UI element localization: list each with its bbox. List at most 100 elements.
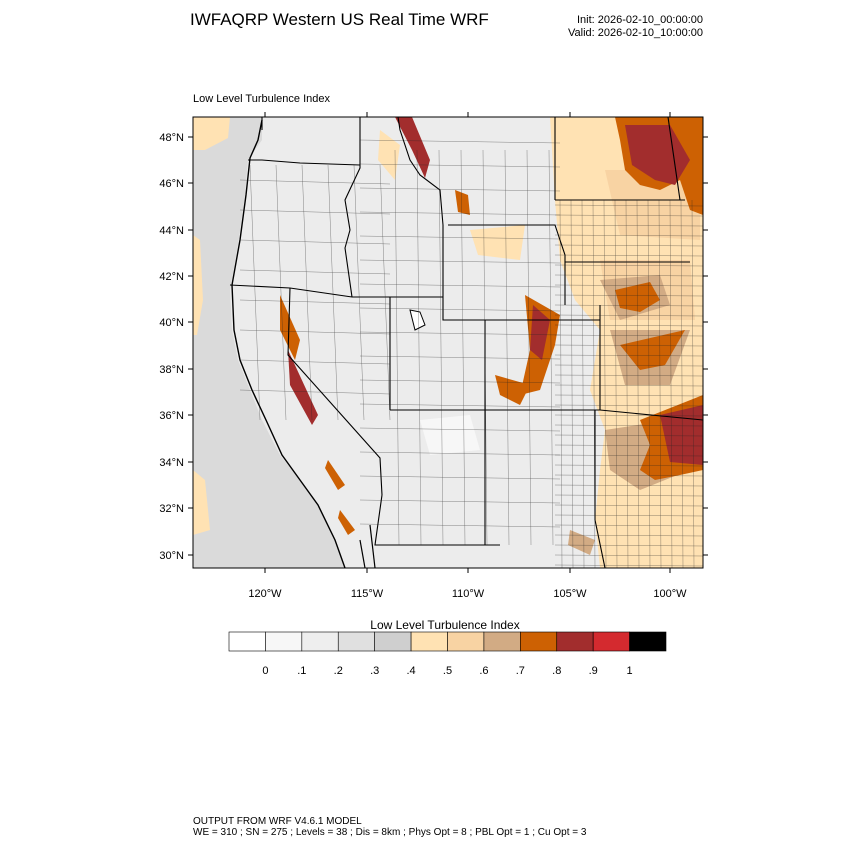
- county-line: [394, 149, 400, 546]
- mountain-turbulence-streak: [395, 117, 430, 178]
- county-line: [239, 209, 391, 215]
- county-line: [554, 204, 703, 207]
- lat-tick-label: 40°N: [159, 317, 184, 329]
- sierra-turbulence-streak: [288, 350, 318, 425]
- county-line: [239, 239, 391, 245]
- county-line: [669, 199, 673, 568]
- colorbar-swatch: [228, 631, 266, 652]
- county-line: [359, 283, 561, 288]
- colorbar-swatch: [629, 631, 667, 652]
- lon-tick-label: 105°W: [553, 588, 587, 600]
- county-line: [353, 164, 365, 421]
- high-turbulence-core-oklahoma: [660, 405, 703, 465]
- county-line: [554, 284, 703, 287]
- county-line: [239, 389, 391, 395]
- county-line: [554, 254, 703, 257]
- lat-tick-label: 34°N: [159, 457, 184, 469]
- county-line: [554, 314, 703, 317]
- county-line: [554, 304, 703, 307]
- county-line: [239, 359, 391, 365]
- county-line: [239, 299, 391, 305]
- county-line: [554, 504, 703, 507]
- colorbar-label: .8: [552, 665, 561, 677]
- colorbar-label: .2: [334, 665, 343, 677]
- county-line: [504, 149, 510, 546]
- lat-tick-label: 30°N: [159, 550, 184, 562]
- model-footer: OUTPUT FROM WRF V4.6.1 MODEL WE = 310 ; …: [193, 816, 586, 838]
- great-salt-lake: [409, 309, 426, 331]
- panel-label: Low Level Turbulence Index: [193, 93, 330, 105]
- lon-tick-label: 115°W: [351, 588, 384, 600]
- county-line: [359, 475, 561, 480]
- county-line: [554, 524, 703, 527]
- county-line: [570, 199, 574, 568]
- county-line: [554, 454, 703, 457]
- lat-tick-label: 38°N: [159, 364, 184, 376]
- county-line: [554, 224, 703, 227]
- county-line: [301, 164, 313, 421]
- colorbar-swatch: [410, 631, 448, 652]
- colorbar-label: 1: [627, 665, 633, 677]
- county-line: [359, 211, 561, 216]
- county-line: [359, 451, 561, 456]
- lat-tick-label: 42°N: [159, 271, 184, 283]
- county-line: [359, 139, 561, 144]
- colorbar-label: .3: [370, 665, 379, 677]
- county-line: [482, 149, 488, 546]
- mountain-turbulence-streak: [325, 460, 345, 490]
- county-line: [554, 264, 703, 267]
- county-line: [680, 199, 684, 568]
- county-line: [614, 199, 618, 568]
- county-line: [554, 214, 703, 217]
- colorbar-swatch: [265, 631, 303, 652]
- mountain-turbulence-streak: [568, 530, 595, 555]
- map-title: IWFAQRP Western US Real Time WRF: [190, 10, 489, 29]
- county-line: [554, 374, 703, 377]
- lon-tick-label: 120°W: [248, 588, 282, 600]
- county-line: [359, 523, 561, 528]
- colorbar-label: .6: [479, 665, 488, 677]
- county-line: [636, 199, 640, 568]
- county-line: [554, 464, 703, 467]
- county-line: [554, 514, 703, 517]
- county-line: [592, 199, 596, 568]
- county-line: [554, 414, 703, 417]
- colorbar-swatch: [374, 631, 412, 652]
- county-line: [526, 149, 532, 546]
- ocean-turbulence-patch: [193, 470, 210, 535]
- colorbar-label: .9: [589, 665, 598, 677]
- lat-tick-label: 46°N: [159, 178, 184, 190]
- county-line: [359, 331, 561, 336]
- lat-tick-label: 44°N: [159, 225, 184, 237]
- county-line: [554, 344, 703, 347]
- county-line: [554, 474, 703, 477]
- county-line: [559, 199, 563, 568]
- map-plot-area: [193, 117, 703, 568]
- county-line: [554, 364, 703, 367]
- county-line: [416, 149, 422, 546]
- gulf-california-coast: [369, 524, 376, 568]
- county-line: [554, 354, 703, 357]
- map-frame: [192, 116, 704, 569]
- ocean-area: [193, 117, 345, 568]
- gulf-california-coast: [359, 539, 366, 568]
- county-line: [554, 274, 703, 277]
- colorbar-label: .4: [406, 665, 415, 677]
- high-turbulence-region-kansas: [620, 330, 685, 370]
- colorbar: 0 .1 .2 .3 .4 .5 .6 .7 .8 .9 1: [228, 631, 667, 677]
- init-time: Init: 2026-02-10_00:00:00: [577, 14, 703, 26]
- county-line: [359, 427, 561, 432]
- county-line: [275, 164, 287, 421]
- high-turbulence-core-north: [625, 125, 690, 185]
- colorbar-swatch: [592, 631, 630, 652]
- county-line: [554, 234, 703, 237]
- county-line: [239, 269, 391, 275]
- latitude-axis: 30°N 32°N 34°N 36°N 38°N 40°N 42°N 44°N 46°N 48°N: [159, 132, 708, 562]
- county-line: [548, 149, 554, 546]
- colorbar-label: 0: [262, 665, 268, 677]
- footer-line-2: WE = 310 ; SN = 275 ; Levels = 38 ; Dis …: [193, 827, 587, 838]
- time-info: Init: 2026-02-10_00:00:00 Valid: 2026-02…: [540, 14, 703, 40]
- county-line: [359, 187, 561, 192]
- county-line: [554, 334, 703, 337]
- county-line: [359, 259, 561, 264]
